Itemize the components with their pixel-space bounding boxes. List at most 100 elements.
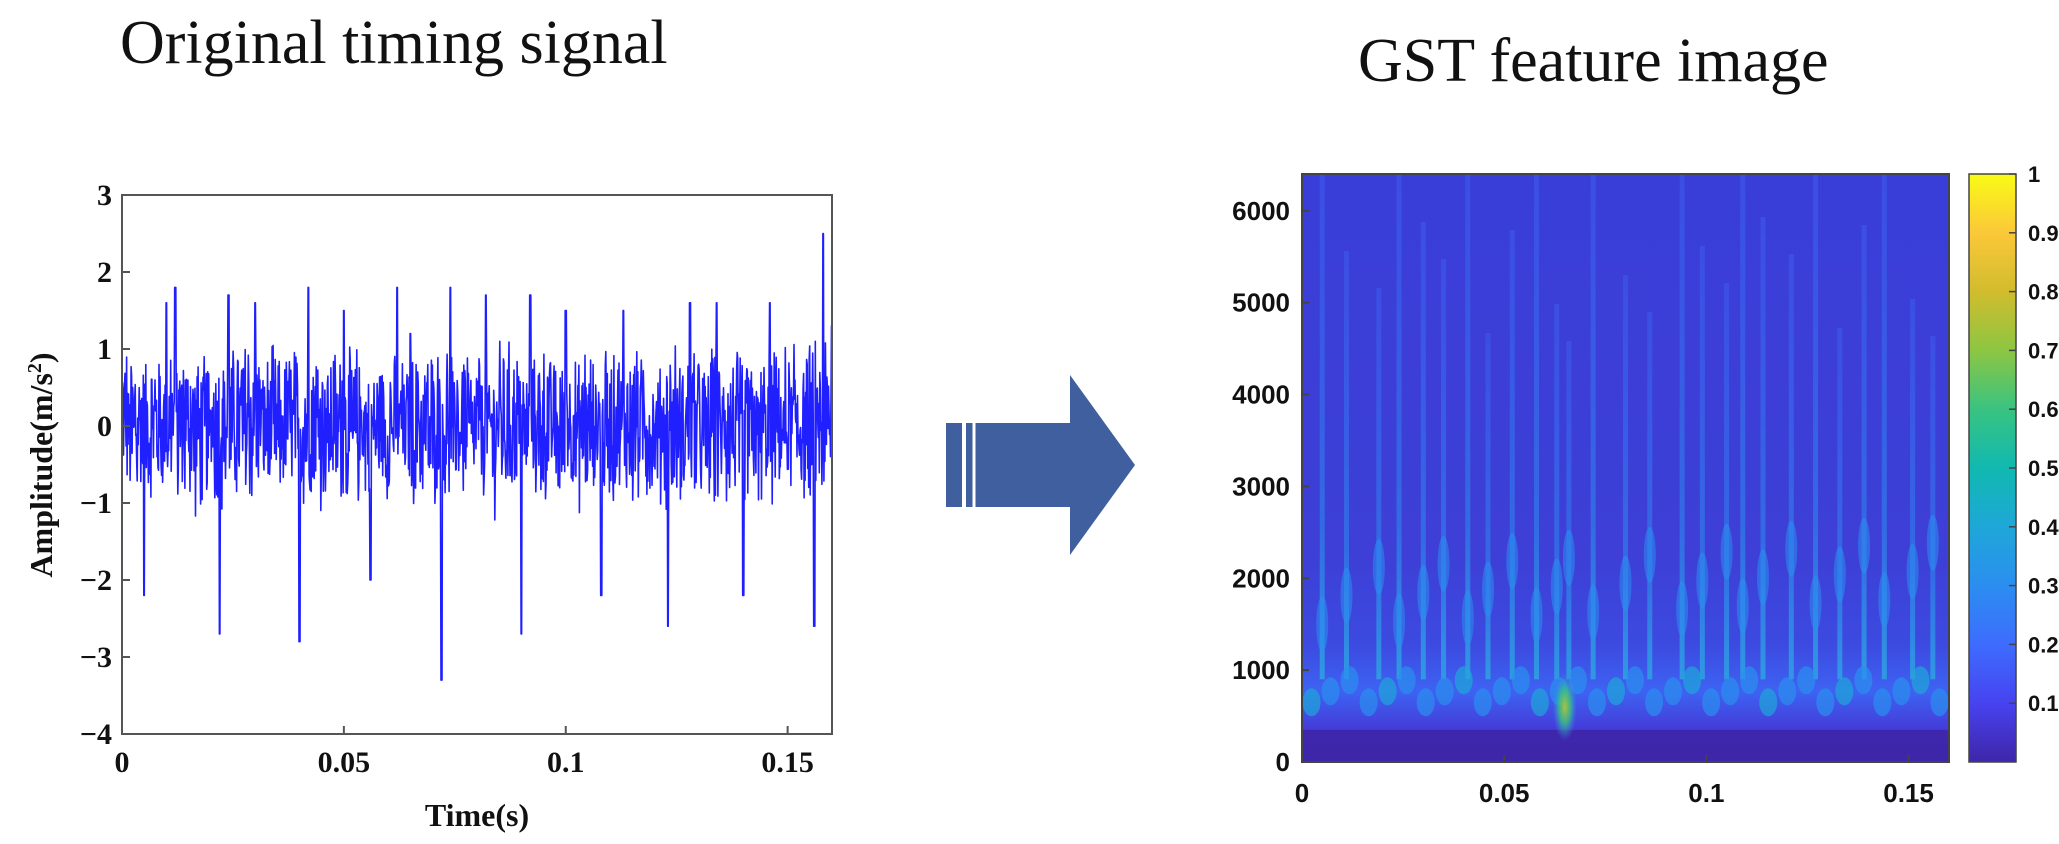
heatmap-energy-blob (1785, 520, 1798, 577)
heatmap-energy-column (1566, 341, 1572, 680)
heatmap-energy-blob (1372, 539, 1385, 596)
heatmap-energy-column (1396, 174, 1402, 680)
heatmap-low-band-spot (1473, 688, 1492, 717)
heatmap-energy-blob (1756, 549, 1769, 606)
heatmap-low-band-spot (1626, 666, 1645, 695)
heatmap-low-band-spot (1759, 688, 1778, 717)
heatmap-energy-column (1509, 230, 1515, 680)
line-chart-x-tick-label: 0 (115, 746, 130, 779)
heatmap-energy-column (1760, 217, 1766, 680)
heatmap-energy-blob (1619, 555, 1632, 612)
heatmap-energy-column (1881, 174, 1887, 680)
right-panel-title: GST feature image (1358, 27, 1829, 95)
heatmap-low-band-spot (1511, 666, 1530, 695)
line-chart-y-tick-label: 1 (97, 333, 112, 366)
heatmap-low-band-spot (1835, 677, 1854, 706)
heatmap-energy-column (1679, 174, 1685, 680)
heatmap-low-band-spot (1587, 688, 1606, 717)
vibration-signal-line (121, 232, 833, 681)
heatmap-low-band-spot (1702, 688, 1721, 717)
heatmap-low-band-spot (1664, 677, 1683, 706)
heatmap-base-band (1302, 729, 1949, 762)
colorbar (1968, 173, 2017, 763)
heatmap-energy-blob (1878, 571, 1891, 628)
heatmap-low-band-spot (1530, 688, 1549, 717)
heatmap-energy-blob (1562, 529, 1575, 586)
line-chart-y-tick-label: 2 (97, 256, 112, 289)
heatmap-energy-blob (1340, 567, 1353, 624)
heatmap-low-band-spot (1683, 666, 1702, 695)
heatmap-energy-blob (1506, 532, 1519, 589)
colorbar-tick-label: 0.4 (2028, 515, 2059, 540)
heatmap-low-band-spot (1340, 666, 1359, 695)
colorbar-tick-label: 0.1 (2028, 691, 2059, 716)
heatmap-energy-column (1740, 174, 1746, 680)
heatmap-y-tick-label: 5000 (1232, 288, 1290, 318)
heatmap-energy-blob (1316, 596, 1329, 653)
colorbar-tick-label: 0.2 (2028, 632, 2059, 657)
heatmap-low-band-spot (1873, 688, 1892, 717)
heatmap-energy-blob (1550, 558, 1563, 615)
line-chart-y-tick-label: −2 (80, 564, 112, 597)
heatmap-y-tick-label: 3000 (1232, 471, 1290, 501)
heatmap-energy-blob (1720, 523, 1733, 580)
colorbar-tick-label: 0.6 (2028, 397, 2059, 422)
heatmap-energy-blob (1530, 587, 1543, 644)
heatmap-energy-column (1465, 174, 1471, 680)
timing-signal-chart: 0 0.05 0.1 0.15 −4 −3 −2 −1 0 1 2 3 Time(s) Amplit… (23, 179, 833, 833)
heatmap-y-tick-label: 6000 (1232, 196, 1290, 226)
heatmap-low-band-spot (1435, 677, 1454, 706)
line-chart-y-axis-label: Amplitude(m/s2) (23, 352, 59, 577)
heatmap-energy-column (1534, 174, 1540, 680)
right-arrow-icon (946, 375, 1135, 555)
heatmap-energy-blob (1858, 517, 1871, 574)
colorbar-tick-label: 0.5 (2028, 456, 2059, 481)
heatmap-energy-column (1910, 299, 1916, 680)
heatmap-energy-column (1343, 251, 1349, 680)
heatmap-energy-blob (1437, 536, 1450, 593)
heatmap-energy-blob (1736, 577, 1749, 634)
heatmap-energy-blob (1676, 581, 1689, 638)
heatmap-energy-column (1420, 222, 1426, 680)
line-chart-x-tick-label: 0.05 (318, 746, 371, 779)
heatmap-energy-blob (1587, 584, 1600, 641)
heatmap-low-band-spot (1378, 677, 1397, 706)
heatmap-low-band-spot (1416, 688, 1435, 717)
heatmap-low-band-spot (1778, 677, 1797, 706)
heatmap-energy-column (1930, 336, 1936, 680)
heatmap-energy-column (1554, 304, 1560, 680)
colorbar-tick-label: 0.7 (2028, 338, 2059, 363)
heatmap-low-band-spot (1492, 677, 1511, 706)
heatmap-energy-blob (1833, 546, 1846, 603)
line-chart-y-tick-label: 0 (97, 410, 112, 443)
heatmap-low-band-spot (1740, 666, 1759, 695)
heatmap-energy-blob (1393, 593, 1406, 650)
heatmap-low-band-spot (1930, 688, 1949, 717)
line-chart-x-tick-label: 0.15 (761, 746, 814, 779)
heatmap-y-tick-label: 1000 (1232, 655, 1290, 685)
heatmap-energy-blob (1643, 526, 1656, 583)
heatmap-low-band-spot (1721, 677, 1740, 706)
heatmap-low-band-spot (1454, 666, 1473, 695)
heatmap-x-tick-label: 0.1 (1688, 778, 1724, 808)
line-chart-y-tick-label: −3 (80, 641, 112, 674)
heatmap-low-band-spot (1302, 688, 1321, 717)
line-chart-y-tick-label: −1 (80, 487, 112, 520)
heatmap-energy-column (1623, 275, 1628, 680)
heatmap-x-tick-label: 0 (1295, 778, 1309, 808)
heatmap-energy-blob (1906, 543, 1919, 600)
heatmap-hotspot (1552, 672, 1577, 741)
line-chart-x-tick-label: 0.1 (547, 746, 585, 779)
gst-feature-heatmap: 0 0.05 0.1 0.15 0 1000 2000 3000 4000 5000 6000 0… (1232, 162, 2059, 808)
heatmap-energy-blob (1926, 514, 1939, 571)
heatmap-energy-blob (1482, 561, 1495, 618)
heatmap-low-band-spot (1397, 666, 1416, 695)
heatmap-x-tick-label: 0.15 (1883, 778, 1934, 808)
heatmap-energy-column (1647, 312, 1653, 680)
heatmap-low-band-spot (1854, 666, 1873, 695)
colorbar-tick-label: 0.3 (2028, 574, 2059, 599)
heatmap-energy-blob (1461, 590, 1474, 647)
heatmap-low-band-spot (1645, 688, 1664, 717)
heatmap-y-tick-label: 2000 (1232, 563, 1290, 593)
colorbar-tick-label: 0.8 (2028, 280, 2059, 305)
